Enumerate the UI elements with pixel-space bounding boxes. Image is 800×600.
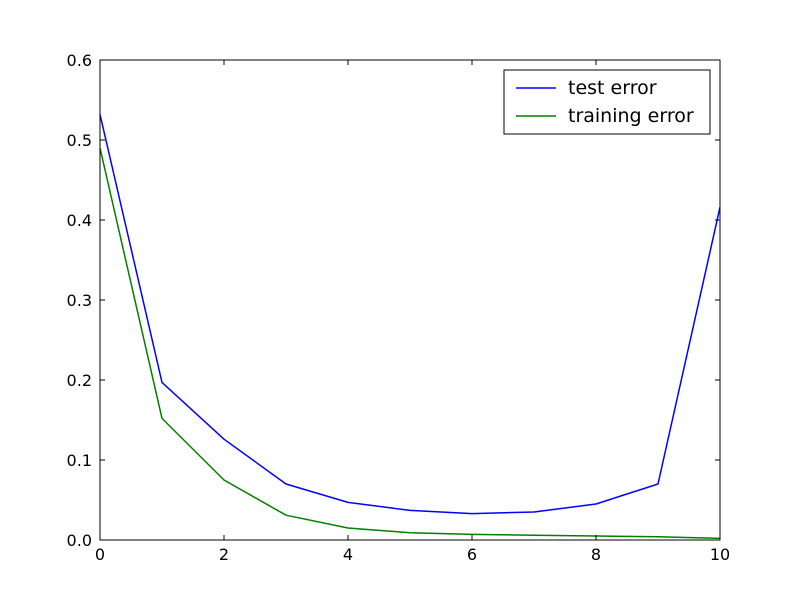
x-tick-label: 2 bbox=[219, 545, 229, 564]
data-point-test-error bbox=[223, 438, 225, 440]
data-point-test-error bbox=[657, 483, 659, 485]
data-point-training-error bbox=[657, 536, 659, 538]
data-point-training-error bbox=[347, 527, 349, 529]
data-point-training-error bbox=[223, 479, 225, 481]
data-point-training-error bbox=[409, 532, 411, 534]
x-tick-label: 0 bbox=[95, 545, 105, 564]
data-point-test-error bbox=[161, 382, 163, 384]
series-layer bbox=[99, 114, 721, 540]
y-tick-label: 0.6 bbox=[67, 51, 92, 70]
x-tick-label: 10 bbox=[710, 545, 730, 564]
y-tick-label: 0.0 bbox=[67, 531, 92, 550]
data-point-training-error bbox=[471, 534, 473, 536]
x-tick-label: 8 bbox=[591, 545, 601, 564]
legend-box bbox=[503, 69, 711, 135]
data-point-test-error bbox=[409, 510, 411, 512]
ticks-layer: 0 2 4 6 8 10 0.0 0.1 0.2 0.3 0.4 0.5 0.6 bbox=[67, 51, 731, 564]
legend-label-test-error: test error bbox=[568, 77, 657, 99]
series-line-test-error bbox=[99, 114, 721, 515]
data-point-test-error bbox=[595, 503, 597, 505]
x-tick-label: 6 bbox=[467, 545, 477, 564]
series-line-training-error bbox=[99, 147, 721, 540]
data-point-training-error bbox=[161, 418, 163, 420]
data-point-test-error bbox=[347, 502, 349, 504]
y-tick-label: 0.2 bbox=[67, 371, 92, 390]
legend-label-training-error: training error bbox=[568, 105, 694, 127]
data-point-test-error bbox=[471, 513, 473, 515]
y-tick-label: 0.3 bbox=[67, 291, 92, 310]
legend: test error training error bbox=[503, 69, 711, 135]
data-point-test-error bbox=[533, 511, 535, 513]
y-tick-label: 0.4 bbox=[67, 211, 92, 230]
data-point-training-error bbox=[285, 514, 287, 516]
y-tick-label: 0.1 bbox=[67, 451, 92, 470]
data-point-test-error bbox=[285, 483, 287, 485]
x-tick-label: 4 bbox=[343, 545, 353, 564]
data-point-training-error bbox=[533, 534, 535, 536]
y-tick-label: 0.5 bbox=[67, 131, 92, 150]
